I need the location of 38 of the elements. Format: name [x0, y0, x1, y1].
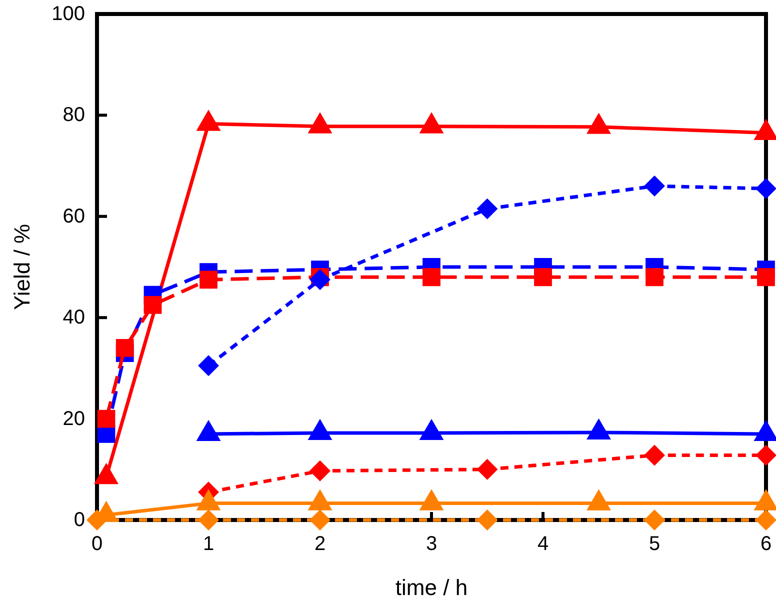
point [756, 510, 776, 530]
x-tick-label: 6 [760, 533, 772, 555]
point [534, 268, 552, 286]
point [116, 339, 134, 357]
point [198, 510, 219, 530]
point [644, 176, 665, 197]
point [756, 444, 776, 466]
x-tick-label: 1 [202, 533, 214, 555]
point [756, 178, 776, 200]
point [86, 510, 108, 530]
point [646, 268, 664, 286]
y-axis-title: Yield / % [10, 224, 34, 310]
y-tick-label: 60 [62, 205, 85, 228]
point [310, 510, 330, 530]
x-tick-label: 4 [537, 533, 549, 555]
point [644, 510, 665, 530]
point [422, 268, 440, 286]
point [200, 270, 218, 289]
y-tick-label: 80 [62, 104, 85, 126]
y-tick-label: 0 [74, 509, 85, 531]
point [476, 198, 498, 220]
point [310, 460, 330, 482]
y-tick-label: 100 [52, 3, 85, 25]
point [310, 269, 330, 290]
point [476, 458, 498, 480]
x-tick-label: 0 [91, 533, 103, 555]
x-tick-label: 5 [648, 533, 660, 555]
x-tick-label: 2 [314, 533, 326, 555]
x-axis-title: time / h [395, 575, 468, 600]
point [757, 268, 775, 286]
point [97, 410, 116, 428]
y-tick-label: 40 [62, 306, 85, 329]
point [644, 444, 665, 466]
y-tick-label: 20 [62, 408, 85, 430]
point [144, 296, 162, 314]
x-tick-label: 3 [426, 533, 438, 555]
point [198, 355, 219, 376]
point [476, 510, 498, 530]
